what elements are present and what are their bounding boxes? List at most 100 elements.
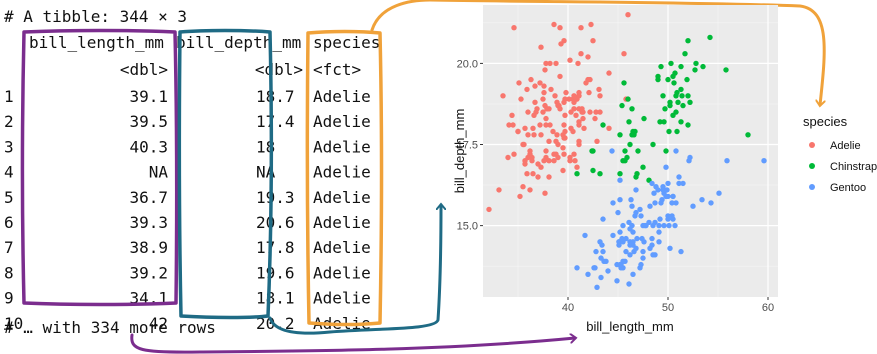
chinstrap-point — [650, 141, 656, 148]
chinstrap-point — [662, 106, 668, 112]
chinstrap-point — [590, 167, 596, 174]
adelie-point — [562, 128, 568, 135]
adelie-point — [516, 80, 522, 86]
species-cell: Adelie — [313, 188, 371, 207]
gentoo-point — [676, 180, 682, 187]
adelie-point — [571, 151, 577, 157]
chinstrap-point — [661, 119, 667, 125]
adelie-point — [548, 86, 554, 93]
legend-title: species — [803, 114, 848, 129]
row-number: 1 — [4, 87, 14, 106]
adelie-point — [531, 132, 537, 138]
adelie-point — [597, 93, 603, 99]
gentoo-point — [626, 281, 632, 287]
adelie-point — [525, 154, 531, 161]
adelie-point — [560, 167, 566, 174]
chinstrap-point — [629, 106, 635, 112]
chinstrap-point — [597, 171, 603, 177]
adelie-point — [594, 138, 600, 144]
species-highlight-box — [305, 29, 384, 327]
gentoo-point — [574, 265, 580, 271]
gentoo-point — [650, 252, 656, 258]
gentoo-point — [666, 222, 672, 229]
adelie-point — [561, 151, 567, 157]
gentoo-point — [627, 242, 633, 248]
chinstrap-point — [673, 109, 679, 115]
gentoo-point — [634, 235, 640, 242]
chinstrap-point — [667, 102, 673, 109]
gentoo-point — [652, 200, 658, 206]
adelie-point — [596, 86, 602, 93]
adelie-point — [530, 125, 536, 131]
adelie-point — [561, 122, 567, 128]
adelie-point — [510, 122, 516, 128]
chinstrap-point — [633, 174, 639, 180]
data-points — [486, 12, 767, 290]
adelie-point — [575, 60, 581, 67]
gentoo-point — [660, 187, 666, 193]
legend-label-chinstrap: Chinstrap — [830, 161, 877, 173]
x-tick-label: 40 — [562, 302, 574, 314]
bill-length-cell: 38.9 — [129, 238, 168, 257]
row-number: 10 — [4, 314, 23, 333]
adelie-point — [511, 25, 517, 31]
column-type-species: <fct> — [313, 60, 361, 79]
legend-key-chinstrap — [809, 163, 815, 169]
y-tick-label: 17.5 — [457, 140, 478, 152]
bill-depth-cell: 18.1 — [256, 289, 295, 308]
adelie-point — [572, 158, 578, 164]
row-number: 7 — [4, 238, 14, 257]
chinstrap-point — [660, 93, 666, 99]
gentoo-point — [623, 248, 629, 255]
adelie-point — [555, 154, 561, 161]
species-cell: Adelie — [313, 213, 371, 232]
x-axis-title: bill_length_mm — [586, 319, 673, 334]
adelie-point — [531, 112, 537, 119]
gentoo-point — [615, 209, 621, 216]
gentoo-point — [669, 200, 675, 206]
gentoo-point — [605, 268, 611, 274]
adelie-point — [543, 122, 549, 128]
gentoo-point — [637, 265, 643, 271]
chinstrap-point — [655, 73, 661, 80]
bill-depth-cell: 19.6 — [256, 263, 295, 282]
adelie-point — [538, 164, 544, 170]
adelie-point — [509, 112, 515, 119]
bill-length-cell: NA — [149, 163, 169, 182]
chinstrap-point — [619, 102, 625, 109]
gentoo-point — [657, 216, 663, 222]
gentoo-point — [724, 158, 730, 164]
adelie-point — [517, 193, 523, 200]
chinstrap-point — [693, 60, 699, 67]
gentoo-point — [678, 248, 684, 255]
chinstrap-point — [685, 122, 691, 128]
adelie-point — [578, 51, 584, 57]
species-cell: Adelie — [313, 238, 371, 257]
chinstrap-point — [682, 51, 688, 57]
adelie-point — [585, 54, 591, 60]
adelie-point — [578, 25, 584, 31]
gentoo-point — [617, 229, 623, 235]
chinstrap-point — [700, 63, 706, 70]
adelie-point — [570, 128, 576, 135]
gentoo-point — [598, 255, 604, 261]
column-header-bill-length: bill_length_mm — [29, 33, 164, 52]
adelie-point — [568, 109, 574, 115]
gentoo-point — [656, 239, 662, 245]
adelie-point — [537, 122, 543, 128]
adelie-point — [561, 38, 567, 44]
adelie-point — [535, 174, 541, 180]
chinstrap-point — [657, 119, 663, 125]
tibble-printout: # A tibble: 344 × 3 bill_length_mm bill_… — [4, 7, 380, 337]
gentoo-point — [673, 148, 679, 154]
species-cell: Adelie — [313, 263, 371, 282]
legend-items: Adelie Chinstrap Gentoo — [809, 140, 877, 194]
gentoo-point — [617, 177, 623, 183]
adelie-point — [541, 89, 547, 96]
adelie-point — [525, 109, 531, 115]
gentoo-point — [687, 154, 693, 161]
adelie-point — [551, 21, 557, 28]
adelie-point — [557, 73, 563, 80]
adelie-point — [537, 80, 543, 86]
gentoo-point — [646, 219, 652, 226]
